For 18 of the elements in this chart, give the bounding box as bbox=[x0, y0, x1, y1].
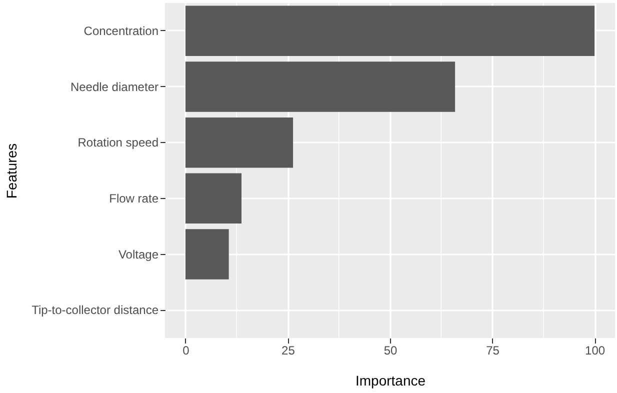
y-tick-label: Concentration bbox=[84, 24, 158, 38]
y-tick-label: Needle diameter bbox=[70, 80, 158, 94]
bar bbox=[185, 6, 595, 56]
x-tick-label: 100 bbox=[585, 344, 606, 358]
bar bbox=[185, 173, 242, 224]
x-tick-label: 75 bbox=[486, 344, 500, 358]
y-tick-label: Rotation speed bbox=[78, 136, 158, 150]
x-tick-label: 25 bbox=[282, 344, 296, 358]
y-tick-label: Voltage bbox=[118, 247, 159, 262]
x-tick-label: 0 bbox=[182, 344, 190, 358]
bar bbox=[185, 62, 456, 112]
y-tick-label: Tip-to-collector distance bbox=[32, 303, 159, 318]
x-axis-title: Importance bbox=[355, 372, 426, 388]
bar bbox=[185, 229, 229, 280]
bar bbox=[185, 117, 294, 168]
y-axis-title: Features bbox=[4, 143, 20, 199]
y-tick-label: Flow rate bbox=[109, 191, 159, 206]
x-tick-label: 50 bbox=[384, 344, 398, 358]
